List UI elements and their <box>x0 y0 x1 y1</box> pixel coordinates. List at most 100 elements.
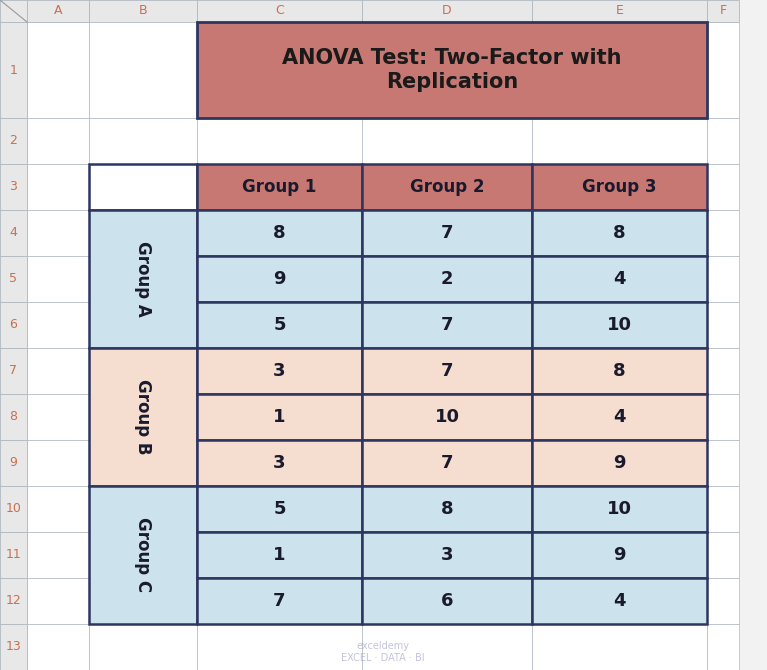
Bar <box>739 486 767 532</box>
Bar <box>532 0 707 22</box>
Bar <box>27 486 89 532</box>
Text: 5: 5 <box>9 273 18 285</box>
Bar <box>532 302 707 348</box>
Bar <box>532 256 707 302</box>
Text: 10: 10 <box>607 500 632 518</box>
Bar <box>27 624 89 670</box>
Bar <box>532 348 707 394</box>
Bar <box>27 164 89 210</box>
Bar <box>27 0 89 22</box>
Text: 4: 4 <box>9 226 18 239</box>
Text: 7: 7 <box>441 454 453 472</box>
Bar <box>707 532 739 578</box>
Bar <box>27 118 89 164</box>
Bar <box>739 394 767 440</box>
Bar <box>739 532 767 578</box>
Bar <box>197 118 362 164</box>
Bar <box>0 302 27 348</box>
Text: 1: 1 <box>273 408 286 426</box>
Bar <box>707 256 739 302</box>
Bar <box>739 22 767 118</box>
Bar <box>739 578 767 624</box>
Bar <box>27 440 89 486</box>
Bar <box>197 302 362 348</box>
Text: 10: 10 <box>607 316 632 334</box>
Text: 2: 2 <box>9 135 18 147</box>
Bar <box>0 256 27 302</box>
Bar <box>532 118 707 164</box>
Text: 3: 3 <box>9 180 18 194</box>
Bar <box>739 440 767 486</box>
Bar <box>197 394 362 440</box>
Bar <box>532 164 707 210</box>
Text: 5: 5 <box>273 500 286 518</box>
Text: 9: 9 <box>614 454 626 472</box>
Text: 3: 3 <box>273 362 286 380</box>
Bar <box>739 164 767 210</box>
Text: F: F <box>719 5 726 17</box>
Bar <box>362 532 532 578</box>
Text: 4: 4 <box>614 408 626 426</box>
Bar <box>89 348 197 486</box>
Bar <box>739 210 767 256</box>
Text: 13: 13 <box>5 641 21 653</box>
Bar <box>739 118 767 164</box>
Text: A: A <box>54 5 62 17</box>
Bar <box>707 0 739 22</box>
Text: 5: 5 <box>273 316 286 334</box>
Text: 8: 8 <box>273 224 286 242</box>
Text: 3: 3 <box>273 454 286 472</box>
Bar <box>532 394 707 440</box>
Bar <box>0 164 27 210</box>
Bar <box>27 22 89 118</box>
Text: 10: 10 <box>5 502 21 515</box>
Text: 6: 6 <box>441 592 453 610</box>
Text: D: D <box>443 5 452 17</box>
Text: Group 3: Group 3 <box>582 178 657 196</box>
Text: 8: 8 <box>9 411 18 423</box>
Bar <box>27 394 89 440</box>
Bar <box>197 256 362 302</box>
Bar <box>197 22 707 118</box>
Bar <box>707 22 739 118</box>
Bar <box>27 578 89 624</box>
Bar <box>532 440 707 486</box>
Text: 2: 2 <box>441 270 453 288</box>
Text: 8: 8 <box>441 500 453 518</box>
Bar <box>532 624 707 670</box>
Bar <box>739 302 767 348</box>
Text: 9: 9 <box>9 456 18 470</box>
Text: Group A: Group A <box>134 241 152 317</box>
Bar <box>362 118 532 164</box>
Bar <box>362 0 532 22</box>
Text: Group 2: Group 2 <box>410 178 484 196</box>
Bar <box>0 348 27 394</box>
Bar <box>197 0 362 22</box>
Bar <box>197 578 362 624</box>
Text: Group 1: Group 1 <box>242 178 317 196</box>
Bar <box>197 624 362 670</box>
Text: C: C <box>275 5 284 17</box>
Bar <box>532 210 707 256</box>
Text: exceldemy
EXCEL · DATA · BI: exceldemy EXCEL · DATA · BI <box>341 641 425 663</box>
Bar <box>362 348 532 394</box>
Bar <box>0 624 27 670</box>
Bar <box>362 210 532 256</box>
Bar <box>707 164 739 210</box>
Bar <box>739 624 767 670</box>
Text: 9: 9 <box>273 270 286 288</box>
Bar <box>707 394 739 440</box>
Bar <box>707 210 739 256</box>
Bar <box>89 624 197 670</box>
Bar <box>362 578 532 624</box>
Bar <box>362 394 532 440</box>
Bar <box>0 394 27 440</box>
Bar <box>0 486 27 532</box>
Bar <box>707 440 739 486</box>
Bar <box>362 164 532 210</box>
Bar <box>707 118 739 164</box>
Bar <box>27 210 89 256</box>
Text: 7: 7 <box>441 316 453 334</box>
Bar <box>197 164 362 210</box>
Bar <box>532 578 707 624</box>
